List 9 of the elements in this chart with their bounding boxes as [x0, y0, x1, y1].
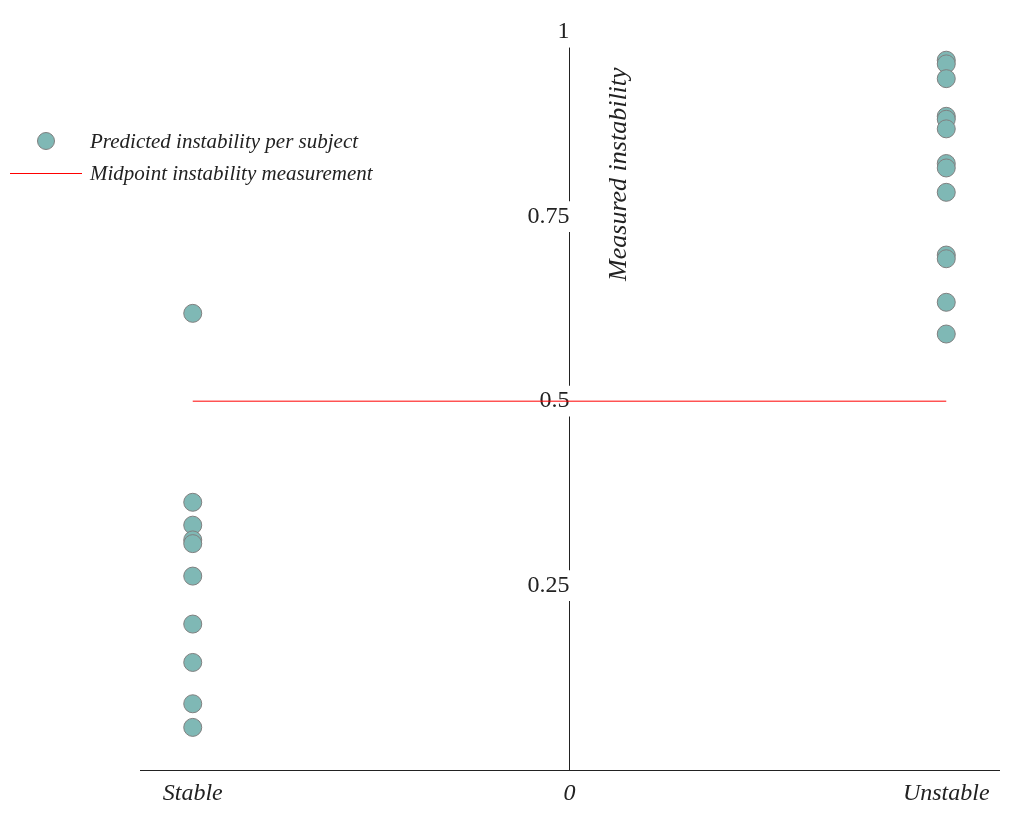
- y-axis-title: Measured instability: [603, 66, 633, 282]
- legend-label: Predicted instability per subject: [90, 128, 359, 154]
- legend-label: Midpoint instability measurement: [90, 160, 373, 186]
- y-tick-label: 0.75: [527, 201, 570, 228]
- x-tick-label: Stable: [162, 778, 224, 805]
- y-tick-label: 0.25: [527, 570, 570, 597]
- y-tick-label: 1: [557, 17, 570, 44]
- x-tick-label: 0: [563, 778, 576, 805]
- x-tick-label: Unstable: [902, 778, 990, 805]
